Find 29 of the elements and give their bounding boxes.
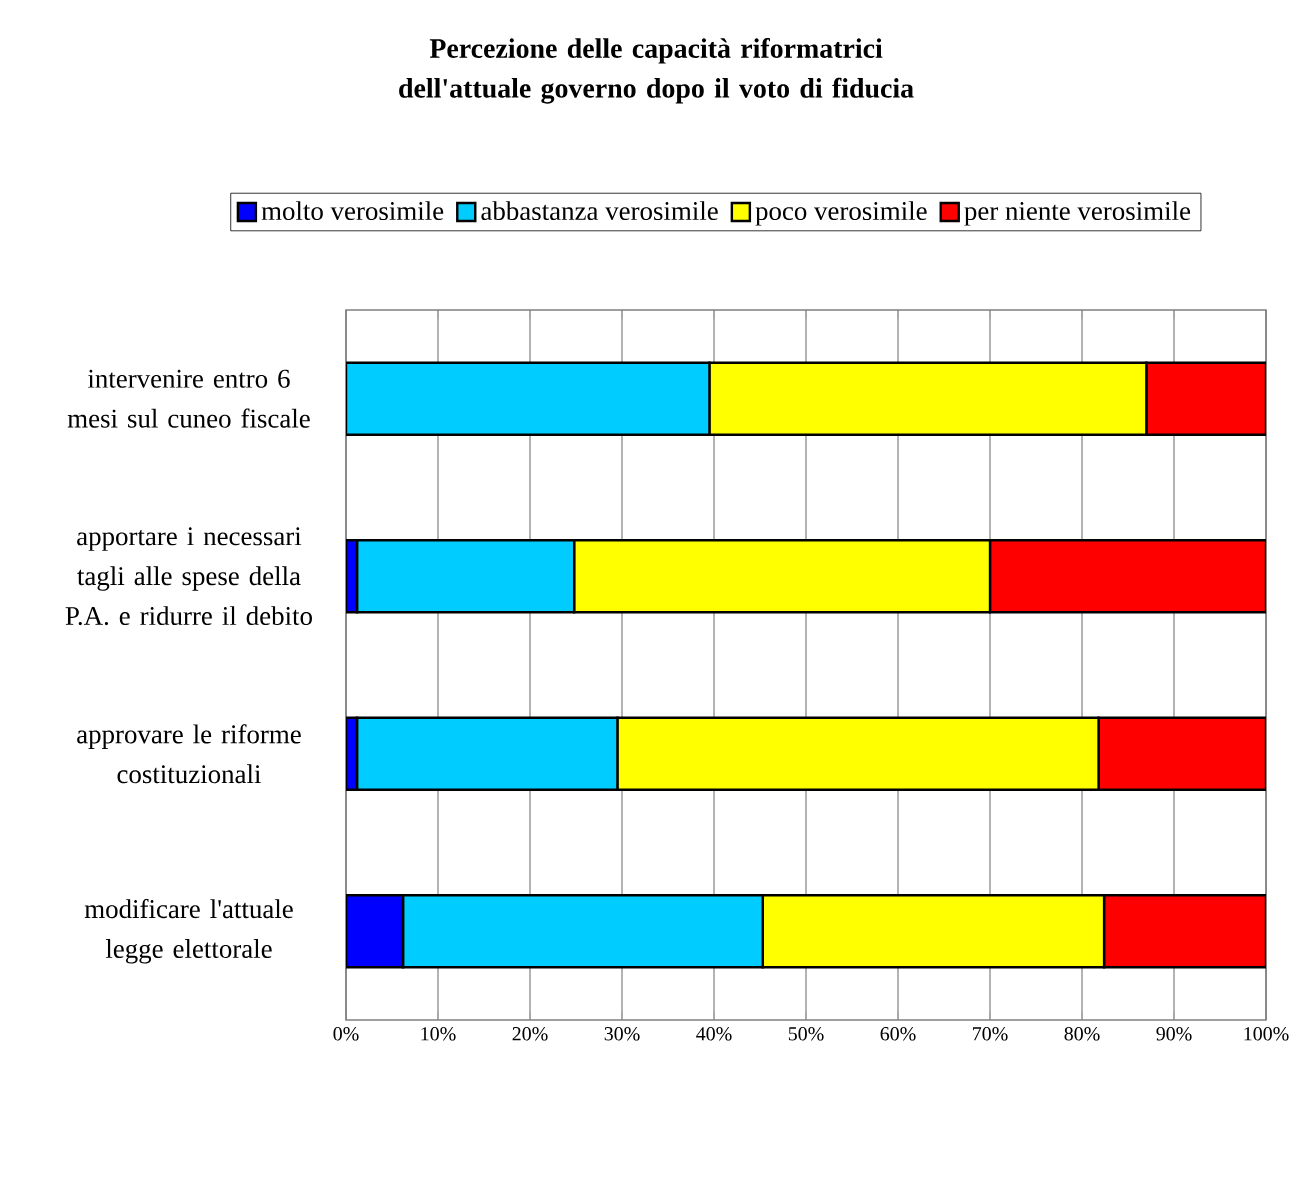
x-tick-label: 30% (604, 1027, 640, 1041)
x-tick-label: 50% (788, 1027, 824, 1041)
x-tick-label: 40% (696, 1027, 732, 1041)
x-tick-label: 20% (512, 1027, 548, 1041)
bar (355, 539, 576, 614)
x-tick-label: 90% (1156, 1027, 1192, 1041)
bar (401, 894, 764, 969)
bar (1097, 716, 1267, 791)
x-tick-label: 100% (1244, 1027, 1289, 1041)
bar (355, 716, 619, 791)
x-tick-label: 70% (973, 1027, 1008, 1041)
x-tick-label: 60% (880, 1027, 916, 1041)
bar (988, 539, 1267, 614)
bar (1145, 361, 1267, 436)
x-tick-label: 80% (1064, 1027, 1100, 1041)
legend-label: abbastanza verosimile (481, 201, 718, 221)
legend-label: molto verosimile (261, 201, 444, 221)
x-tick-label: 0% (333, 1027, 359, 1041)
bar (346, 361, 711, 436)
bar (346, 894, 405, 969)
y-tick-label: approvare le riforme costituzionali (77, 724, 301, 784)
x-tick-label: 10% (421, 1027, 456, 1041)
legend-label: poco verosimile (755, 201, 927, 226)
y-tick-label: modificare l'attuale legge elettorale (84, 898, 293, 964)
legend-label: per niente verosimile (964, 201, 1191, 226)
bar (1102, 894, 1267, 969)
y-tick-label: apportare i necessari tagli alle spese della P.A. e ridurre il debito (65, 527, 312, 626)
y-tick-label: intervenire entro 6 mesi sul cuneo fiscale (67, 369, 310, 428)
chart-title: Percezione delle capacità riformatrici dell'attuale governo dopo il voto di fiducia (399, 37, 914, 104)
